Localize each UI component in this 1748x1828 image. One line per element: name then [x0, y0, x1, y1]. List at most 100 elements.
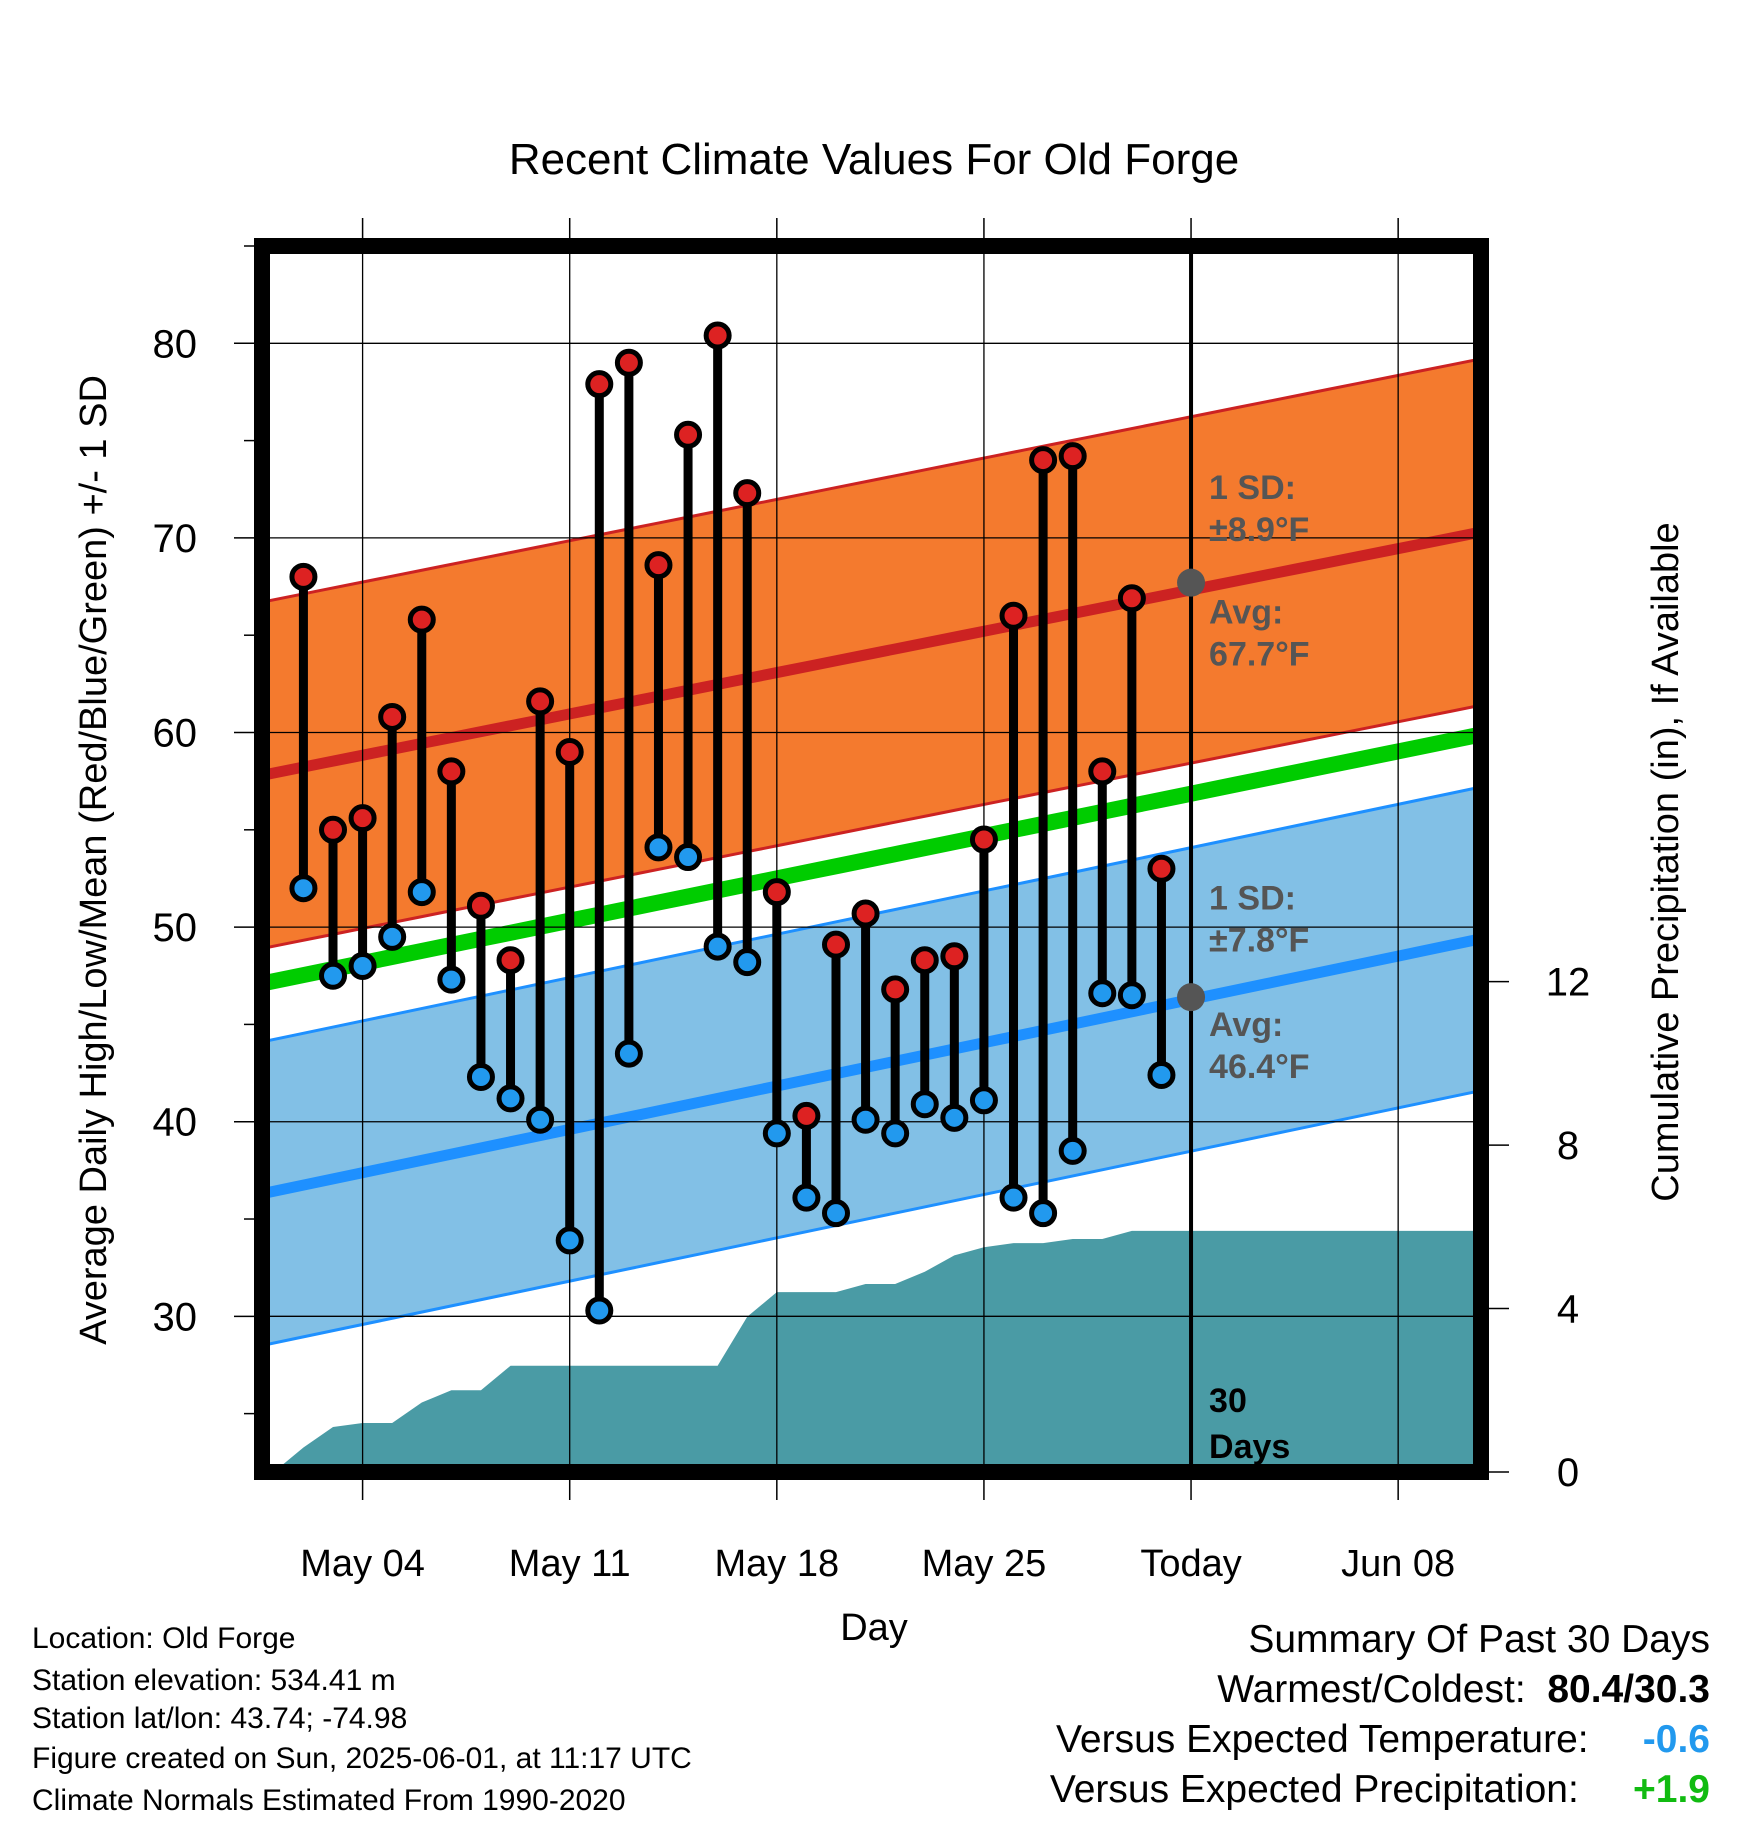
y-tick-label: 80 [153, 322, 198, 366]
y-tick-label: 30 [153, 1295, 198, 1339]
observed-high-point [762, 878, 791, 907]
observed-low-point [585, 1296, 614, 1325]
observed-high-point [585, 370, 614, 399]
observed-high-point [674, 420, 703, 449]
observed-high-point [555, 737, 584, 766]
observed-high-point [999, 601, 1028, 630]
observed-low-point [1147, 1061, 1176, 1090]
observed-high-point [969, 825, 998, 854]
y-tick-label: 50 [153, 906, 198, 950]
temp-label: Versus Expected Temperature: [1056, 1718, 1589, 1761]
observed-high-point [644, 551, 673, 580]
y2-axis-label: Cumulative Precipitation (in), If Availa… [1645, 522, 1687, 1201]
low-sd-value: ±7.8°F [1209, 922, 1309, 960]
observed-high-point [1147, 854, 1176, 883]
temp-value: -0.6 [1642, 1718, 1710, 1761]
elevation-text: Station elevation: 534.41 m [32, 1664, 396, 1697]
observed-low-point [733, 948, 762, 977]
normal-low-line [262, 933, 1481, 1200]
chart-title: Recent Climate Values For Old Forge [509, 135, 1239, 184]
observed-high-point [289, 562, 318, 591]
observed-high-point [940, 942, 969, 971]
low-avg-value: 46.4°F [1209, 1048, 1310, 1086]
observed-high-point [437, 757, 466, 786]
y2-tick-label: 4 [1557, 1288, 1579, 1332]
observed-high-point [407, 605, 436, 634]
observed-high-point [1117, 584, 1146, 613]
summary-warm-cold: Warmest/Coldest: 80.4/30.3 [1217, 1668, 1710, 1712]
observed-high-point [526, 687, 555, 716]
observed-low-point [1058, 1136, 1087, 1165]
observed-high-point [910, 946, 939, 975]
y-tick-label: 70 [153, 517, 198, 561]
observed-low-point [1029, 1199, 1058, 1228]
observed-low-point [614, 1039, 643, 1068]
cumulative-precip-area [262, 1230, 1481, 1472]
high-sd-lower-edge [262, 703, 1481, 950]
observed-high-point [378, 702, 407, 731]
summary-title: Summary Of Past 30 Days [1248, 1618, 1710, 1661]
observed-low-point [1088, 979, 1117, 1008]
observed-high-point [733, 479, 762, 508]
location-text: Location: Old Forge [32, 1622, 296, 1655]
normal-mean-line [262, 726, 1481, 992]
observed-low-point [348, 952, 377, 981]
low-avg-label: Avg: [1209, 1006, 1283, 1044]
precip-label: Versus Expected Precipitation: [1049, 1768, 1579, 1811]
observed-high-point [466, 891, 495, 920]
x-tick-label: Today [1140, 1543, 1241, 1585]
high-avg-label: Avg: [1209, 594, 1283, 632]
observed-low-point [496, 1084, 525, 1113]
observed-low-point [821, 1199, 850, 1228]
observed-high-point [1088, 757, 1117, 786]
observed-low-point [851, 1105, 880, 1134]
days-label-text: Days [1209, 1428, 1290, 1466]
days-label-number: 30 [1209, 1382, 1247, 1420]
x-tick-label: May 04 [300, 1543, 425, 1585]
normals-text: Climate Normals Estimated From 1990-2020 [32, 1784, 626, 1817]
warm-cold-label: Warmest/Coldest: [1217, 1668, 1526, 1711]
observed-low-point [378, 922, 407, 951]
observed-low-point [999, 1183, 1028, 1212]
observed-low-point [526, 1105, 555, 1134]
observed-low-point [703, 932, 732, 961]
observed-low-point [555, 1226, 584, 1255]
observed-high-point [821, 930, 850, 959]
y2-tick-label: 0 [1557, 1451, 1579, 1495]
observed-high-point [348, 804, 377, 833]
precip-value: +1.9 [1633, 1768, 1710, 1811]
observed-low-point [674, 843, 703, 872]
summary-temp: Versus Expected Temperature: -0.6 [1056, 1718, 1710, 1762]
observed-high-point [614, 348, 643, 377]
today-low-avg-marker [1177, 983, 1206, 1012]
high-sd-label: 1 SD: [1209, 469, 1296, 507]
plot-frame [254, 238, 1489, 1480]
observed-high-point [319, 815, 348, 844]
observed-high-point [881, 975, 910, 1004]
x-tick-label: May 25 [922, 1543, 1047, 1585]
observed-high-point [851, 899, 880, 928]
observed-low-point [466, 1062, 495, 1091]
x-tick-label: May 11 [509, 1543, 631, 1585]
y-axis-label: Average Daily High/Low/Mean (Red/Blue/Gr… [73, 375, 115, 1345]
y-tick-label: 60 [153, 712, 198, 756]
observed-high-point [703, 321, 732, 350]
created-text: Figure created on Sun, 2025-06-01, at 11… [32, 1742, 692, 1775]
observed-low-point [969, 1086, 998, 1115]
y2-tick-label: 12 [1546, 961, 1591, 1005]
observed-high-point [496, 946, 525, 975]
observed-low-point [881, 1119, 910, 1148]
low-sd-lower-edge [262, 1089, 1481, 1347]
observed-low-point [644, 833, 673, 862]
y-tick-label: 40 [153, 1101, 198, 1145]
x-tick-label: Jun 08 [1341, 1543, 1455, 1585]
observed-low-point [792, 1183, 821, 1212]
observed-low-point [289, 874, 318, 903]
normal-high-line [262, 526, 1481, 781]
latlon-text: Station lat/lon: 43.74; -74.98 [32, 1702, 408, 1735]
observed-low-point [940, 1103, 969, 1132]
high-sd-value: ±8.9°F [1209, 511, 1309, 549]
observed-high-point [1029, 446, 1058, 475]
low-sd-label: 1 SD: [1209, 880, 1296, 918]
